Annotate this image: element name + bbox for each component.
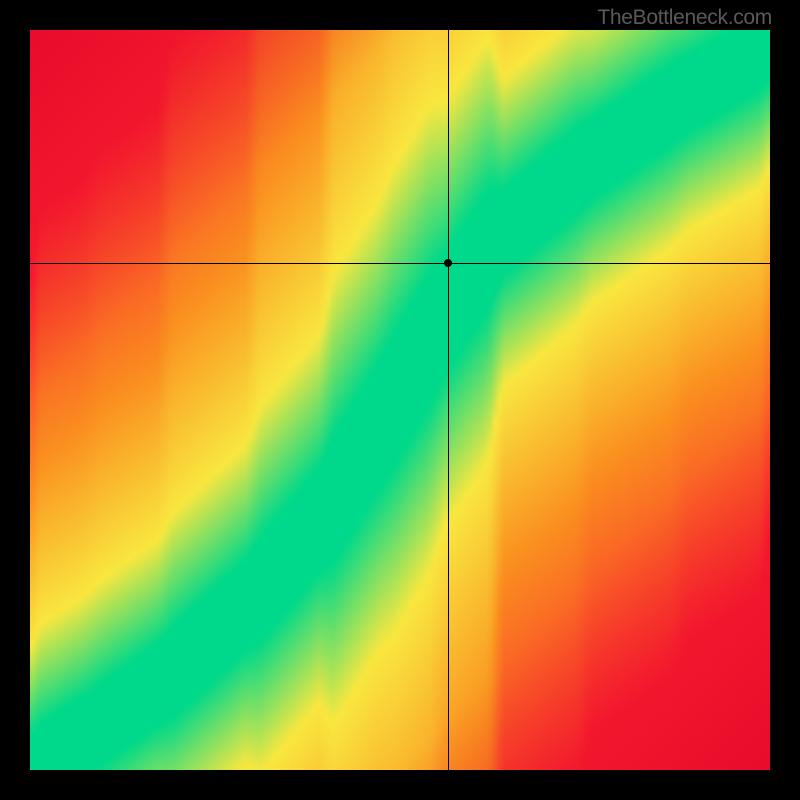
chart-container: TheBottleneck.com xyxy=(0,0,800,800)
crosshair-horizontal xyxy=(30,263,770,264)
crosshair-marker-dot xyxy=(444,259,452,267)
watermark-text: TheBottleneck.com xyxy=(597,6,772,30)
crosshair-vertical xyxy=(448,30,449,770)
plot-area xyxy=(30,30,770,770)
heatmap-canvas xyxy=(30,30,770,770)
